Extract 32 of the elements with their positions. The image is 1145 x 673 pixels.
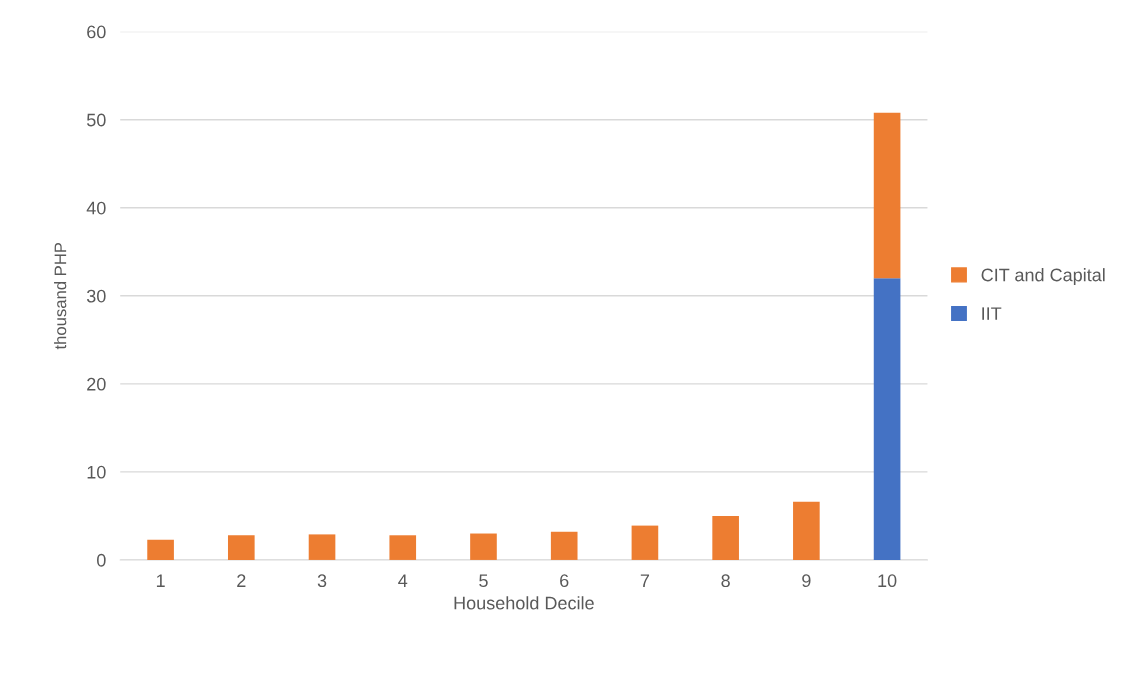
bar <box>147 539 174 560</box>
x-tick-label: 9 <box>802 574 811 588</box>
legend-label: CIT and Capital <box>981 268 1105 285</box>
bar <box>793 501 820 560</box>
bar <box>389 535 417 560</box>
x-tick-label: 4 <box>398 574 408 587</box>
x-axis-title: Household Decile <box>454 596 594 610</box>
x-tick-label: 1 <box>156 574 165 587</box>
bar <box>712 515 739 560</box>
bar <box>470 533 497 560</box>
x-tick-label: 8 <box>721 574 730 588</box>
y-tick-label: 10 <box>87 465 106 479</box>
x-tick-label: 7 <box>640 574 650 587</box>
y-axis-title: thousand PHP <box>54 242 67 350</box>
x-tick-label: 3 <box>317 574 327 588</box>
y-tick-label: 30 <box>86 289 106 303</box>
y-tick-label: 60 <box>87 25 106 39</box>
bar <box>873 112 901 279</box>
bar <box>550 531 578 560</box>
legend-label: IIT <box>982 307 1002 320</box>
y-tick-label: 40 <box>86 201 106 215</box>
bar <box>873 278 901 560</box>
x-tick-label: 5 <box>479 574 488 588</box>
x-tick-label: 10 <box>878 574 897 588</box>
y-tick-label: 20 <box>87 377 106 391</box>
bar <box>631 525 659 560</box>
bar <box>227 535 255 560</box>
x-tick-label: 6 <box>560 574 569 588</box>
y-tick-label: 50 <box>86 113 106 127</box>
bar <box>308 534 336 560</box>
y-tick-label: 0 <box>97 553 106 567</box>
x-tick-label: 2 <box>237 574 246 587</box>
